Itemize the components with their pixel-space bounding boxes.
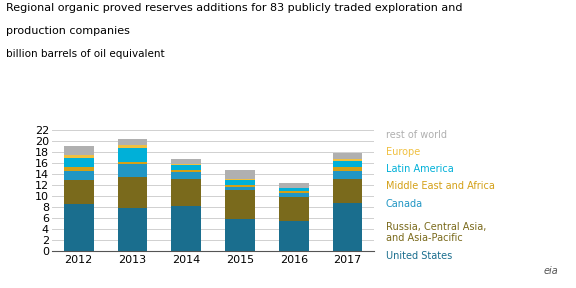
Text: United States: United States (386, 251, 452, 261)
Bar (118, 208, 147, 251)
Bar (172, 172, 201, 179)
Bar (279, 193, 309, 197)
Bar (172, 170, 201, 172)
Bar (118, 164, 147, 177)
Bar (64, 145, 93, 155)
Bar (279, 183, 309, 188)
Bar (333, 171, 362, 179)
Bar (64, 158, 93, 167)
Text: Regional organic proved reserves additions for 83 publicly traded exploration an: Regional organic proved reserves additio… (6, 3, 463, 13)
Bar (225, 219, 255, 251)
Bar (118, 177, 147, 208)
Bar (225, 187, 255, 190)
Bar (172, 165, 201, 170)
Bar (172, 206, 201, 251)
Text: production companies: production companies (6, 26, 130, 36)
Bar (333, 153, 362, 159)
Bar (333, 161, 362, 167)
Text: rest of world: rest of world (386, 130, 447, 140)
Bar (172, 159, 201, 164)
Text: billion barrels of oil equivalent: billion barrels of oil equivalent (6, 49, 164, 59)
Bar (64, 167, 93, 171)
Bar (279, 191, 309, 193)
Text: Latin America: Latin America (386, 164, 454, 174)
Bar (64, 204, 93, 251)
Bar (64, 155, 93, 158)
Bar (64, 171, 93, 180)
Text: Canada: Canada (386, 199, 423, 209)
Bar (225, 180, 255, 185)
Bar (172, 164, 201, 165)
Bar (118, 145, 147, 148)
Bar (172, 179, 201, 206)
Bar (64, 180, 93, 204)
Text: Europe: Europe (386, 147, 420, 157)
Bar (118, 148, 147, 162)
Bar (279, 197, 309, 221)
Bar (225, 170, 255, 179)
Text: Russia, Central Asia,
and Asia-Pacific: Russia, Central Asia, and Asia-Pacific (386, 222, 486, 243)
Bar (279, 188, 309, 191)
Bar (225, 179, 255, 180)
Bar (333, 179, 362, 203)
Bar (225, 190, 255, 219)
Bar (333, 167, 362, 171)
Text: Middle East and Africa: Middle East and Africa (386, 181, 495, 192)
Bar (333, 203, 362, 251)
Bar (118, 139, 147, 145)
Bar (279, 221, 309, 251)
Bar (225, 185, 255, 187)
Text: eia: eia (544, 266, 559, 276)
Bar (118, 162, 147, 164)
Bar (333, 159, 362, 161)
